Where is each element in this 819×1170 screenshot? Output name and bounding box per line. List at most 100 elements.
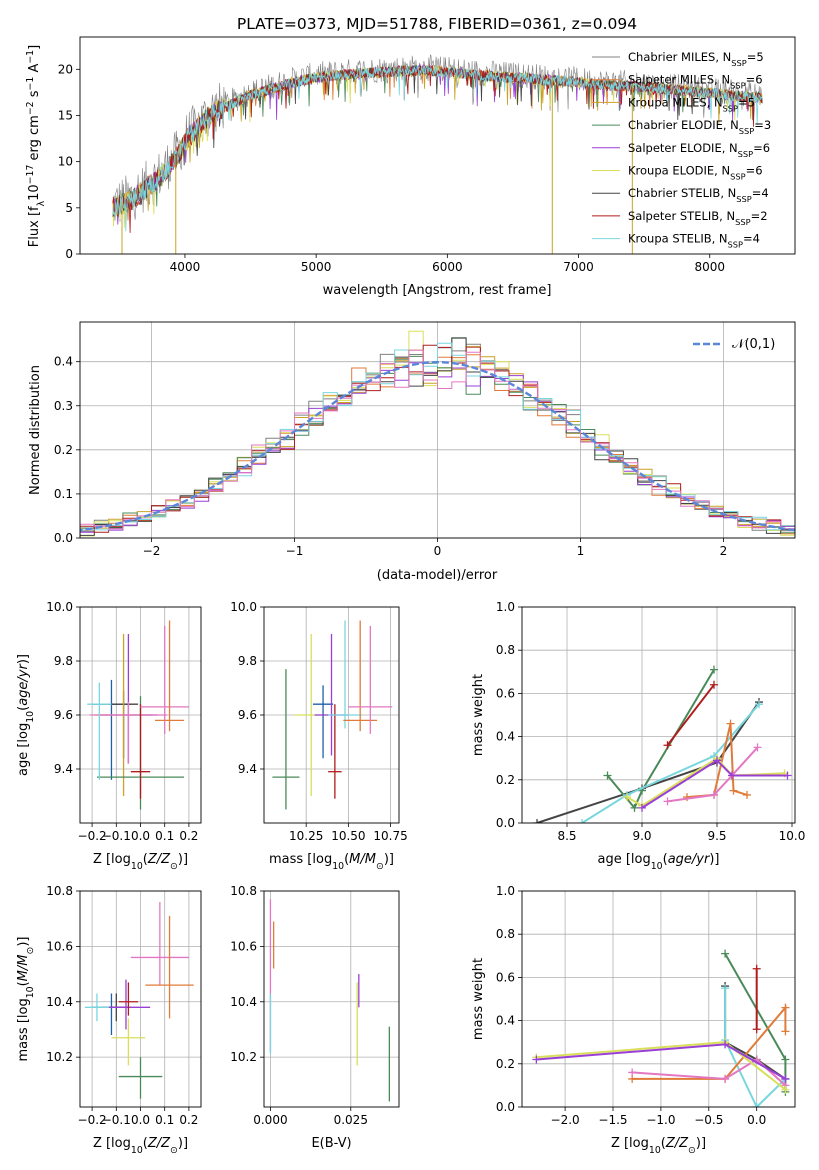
histogram-step (80, 349, 795, 535)
age-vs-z-ytick-label: 9.4 (54, 762, 73, 776)
age-vs-z-ylabel: age [log10(age/yr)] (16, 654, 36, 776)
weight-vs-age-ytick-label: 0.6 (496, 686, 515, 700)
weight-vs-age-line (581, 703, 760, 823)
spectrum-line (112, 65, 763, 232)
mass-vs-z-xtick-label: 0.1 (155, 1113, 174, 1127)
weight-vs-age-line (536, 701, 760, 823)
age-vs-z-xtick-label: −0.1 (102, 829, 131, 843)
mass-vs-ebv-xtick-label: 0.025 (334, 1113, 368, 1127)
residual-hist-xtick-label: −2 (143, 544, 161, 558)
weight-vs-age-ytick-label: 0.4 (496, 730, 515, 744)
age-vs-z-ytick-label: 10.0 (46, 600, 73, 614)
weight-vs-z-xlabel: Z [log10(Z/Z⊙)] (611, 1136, 706, 1156)
mass-vs-ebv-ytick-label: 10.4 (230, 995, 257, 1009)
weight-vs-age-marker (533, 819, 541, 823)
spectrum-ytick-label: 20 (58, 62, 73, 76)
mass-vs-z-marks (84, 902, 194, 1099)
weight-vs-age-xtick-label: 9.0 (632, 829, 651, 843)
age-vs-mass-ytick-label: 9.4 (238, 762, 257, 776)
figure-title: PLATE=0373, MJD=51788, FIBERID=0361, z=0… (237, 15, 637, 33)
weight-vs-age-frame (521, 606, 796, 824)
age-vs-mass-xtick-label: 10.75 (373, 829, 407, 843)
weight-vs-age-marker (729, 786, 738, 795)
weight-vs-age-marker (710, 665, 718, 674)
weight-vs-z-marker (781, 1074, 790, 1083)
weight-vs-z-marker (721, 1040, 730, 1049)
weight-vs-z-ytick-label: 0.8 (496, 927, 515, 941)
residual-hist-ytick-label: 0.4 (54, 355, 73, 369)
mass-vs-z-xtick-label: −0.2 (78, 1113, 107, 1127)
weight-vs-age-xtick-label: 8.5 (557, 829, 576, 843)
weight-vs-z-xtick-label: −1.0 (646, 1113, 675, 1127)
weight-vs-z-ytick-label: 0.0 (496, 1100, 515, 1114)
weight-vs-z-marker (628, 1068, 637, 1077)
weight-vs-age-ytick-label: 0.0 (496, 816, 515, 830)
legend-label: Salpeter STELIB, NSSP=2 (628, 209, 768, 227)
weight-vs-z-marker (532, 1055, 541, 1064)
weight-vs-z-ylabel: mass weight (471, 958, 486, 1040)
residual-hist-xtick-label: 1 (577, 544, 585, 558)
age-vs-z-xtick-label: −0.2 (78, 829, 107, 843)
weight-vs-z-xtick-label: −2.0 (551, 1113, 580, 1127)
mass-vs-ebv-xlabel: E(B-V) (311, 1136, 351, 1151)
age-vs-z-xtick-label: 0.0 (131, 829, 150, 843)
spectrum-ytick-label: 10 (58, 155, 73, 169)
weight-vs-z-marker (781, 1027, 790, 1036)
weight-vs-z-ytick-label: 0.2 (496, 1057, 515, 1071)
legend-label: Salpeter ELODIE, NSSP=6 (628, 141, 770, 159)
age-vs-z-ytick-label: 9.8 (54, 654, 73, 668)
mass-vs-z-xtick-label: 0.0 (131, 1113, 150, 1127)
weight-vs-z-line (724, 988, 787, 1107)
weight-vs-age-marker (683, 793, 691, 802)
weight-vs-age-marker (728, 771, 736, 780)
weight-vs-z-ytick-label: 0.6 (496, 970, 515, 984)
weight-vs-age-marker (726, 719, 735, 728)
weight-vs-age-ytick-label: 0.8 (496, 643, 515, 657)
weight-vs-age-marker (753, 743, 762, 752)
residual-hist-frame (79, 321, 796, 539)
weight-vs-z-marker (721, 984, 730, 993)
weight-vs-z-xtick-label: −1.5 (598, 1113, 627, 1127)
mass-vs-ebv-ytick-label: 10.2 (230, 1050, 257, 1064)
weight-vs-z-marker (752, 964, 761, 973)
spectrum-xtick-label: 8000 (694, 260, 725, 274)
weight-vs-age-xtick-label: 9.5 (707, 829, 726, 843)
mass-vs-z-ytick-label: 10.6 (46, 939, 73, 953)
mass-vs-ebv-marks (269, 899, 391, 1102)
mass-vs-z-ytick-label: 10.8 (46, 884, 73, 898)
residual-ylabel: Normed distribution (28, 365, 43, 495)
weight-vs-age-marker (710, 790, 718, 799)
residual-hist-ytick-label: 0.1 (54, 487, 73, 501)
residual-hist-marks (80, 330, 795, 537)
legend-label: Salpeter MILES, NSSP=6 (628, 73, 763, 91)
weight-vs-age-marks (533, 665, 792, 823)
spectrum-ylabel: Flux [fλ10−17 erg cm−2 s−1 A−1] (25, 45, 47, 247)
age-vs-mass-xtick-label: 10.25 (289, 829, 323, 843)
weight-vs-age-marker (578, 819, 586, 823)
weight-vs-age-marker (663, 797, 672, 806)
spectrum-marks (112, 54, 763, 254)
legend-label: Kroupa ELODIE, NSSP=6 (628, 164, 763, 182)
mass-vs-ebv-frame (263, 890, 400, 1108)
residual-xlabel: (data-model)/error (377, 568, 498, 583)
residual-hist-ytick-label: 0.2 (54, 443, 73, 457)
weight-vs-age-marker (783, 771, 792, 780)
weight-vs-age-marker (755, 700, 763, 709)
weight-vs-z-ytick-label: 1.0 (496, 884, 515, 898)
weight-vs-age-line (626, 756, 785, 807)
weight-vs-age-marker (630, 803, 639, 812)
spectrum-xtick-label: 5000 (301, 260, 332, 274)
spectrum-xlabel: wavelength [Angstrom, rest frame] (323, 283, 552, 298)
weight-vs-age-marker (638, 803, 646, 812)
spectrum-frame (79, 36, 796, 255)
weight-vs-z-marker (781, 1055, 790, 1064)
mass-vs-ebv-xtick-label: 0.000 (253, 1113, 287, 1127)
weight-vs-age-marker (663, 741, 672, 750)
age-vs-mass-ytick-label: 9.8 (238, 654, 257, 668)
age-vs-z-xtick-label: 0.1 (155, 829, 174, 843)
weight-vs-z-marks (532, 949, 790, 1107)
weight-vs-z-marker (752, 1103, 761, 1107)
weight-vs-z-xtick-label: −0.5 (694, 1113, 723, 1127)
legend-label: Chabrier MILES, NSSP=5 (628, 50, 764, 68)
